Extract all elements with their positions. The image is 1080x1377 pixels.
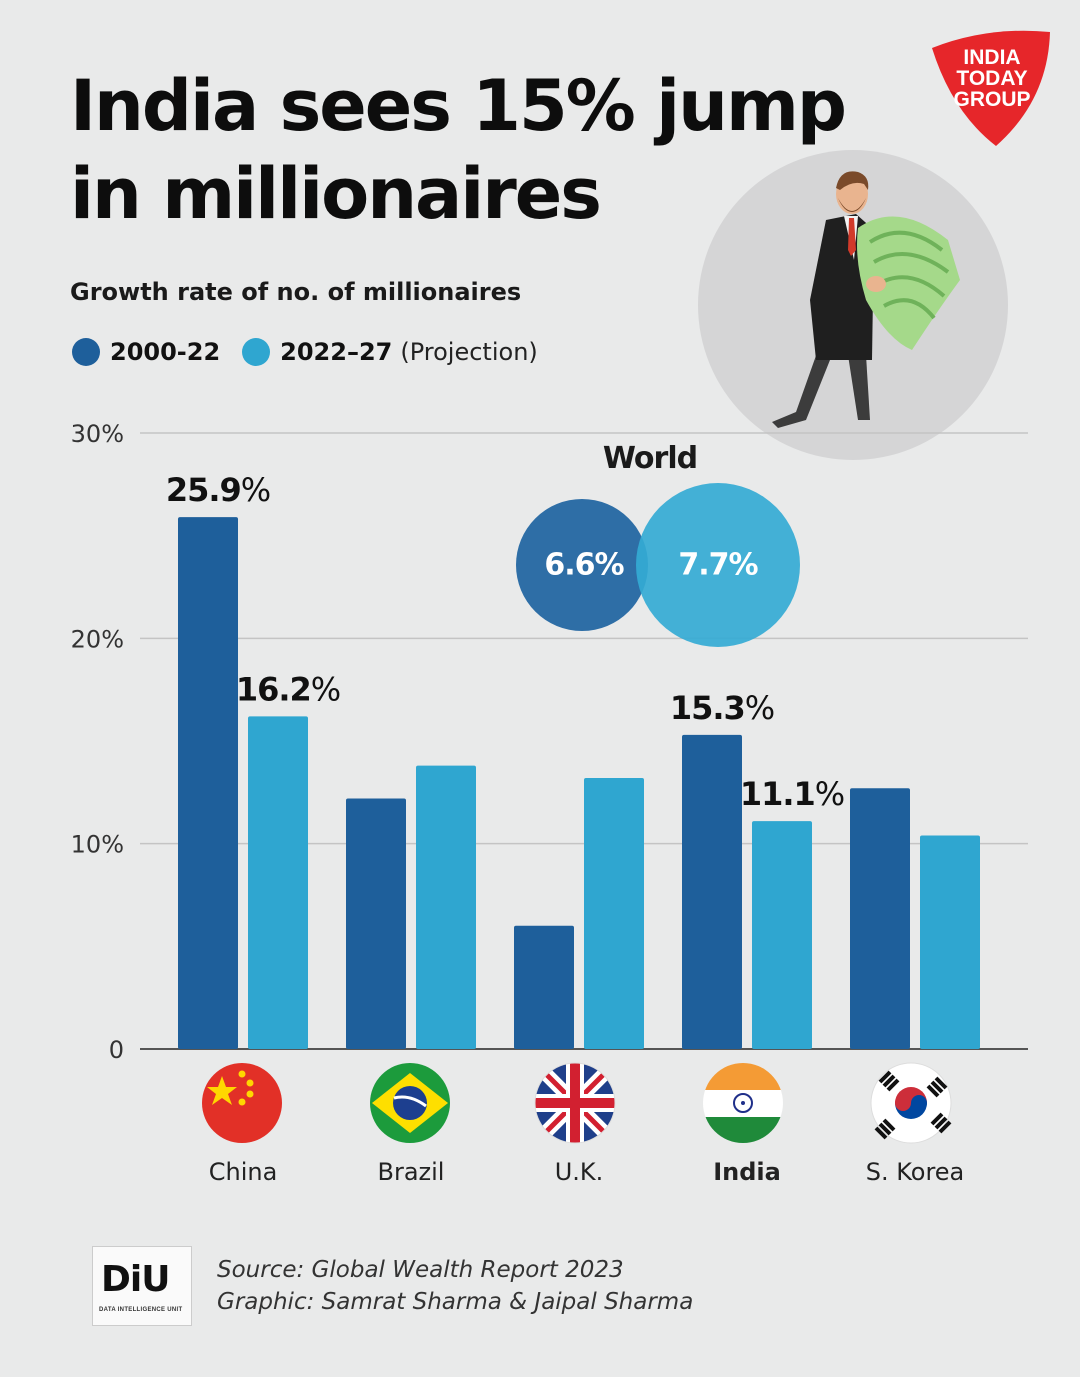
diu-logo-subtext: DATA INTELLIGENCE UNIT	[99, 1307, 183, 1313]
illustration-leg	[772, 350, 830, 428]
bar-china-0	[178, 517, 238, 1049]
uk-flag-icon	[534, 1062, 616, 1144]
legend-label-2000-22: 2000-22	[110, 338, 221, 366]
legend-note-projection: (Projection)	[400, 338, 538, 366]
world-value-2000-22: 6.6%	[544, 548, 624, 583]
bar-india-1	[752, 821, 812, 1049]
bar-india-0	[682, 734, 742, 1049]
chart-subtitle: Growth rate of no. of millionaires	[70, 278, 522, 306]
illustration-hair	[836, 171, 869, 190]
bar-u-k--0	[514, 925, 574, 1049]
illustration-tie	[848, 218, 856, 256]
y-tick-label: 0	[109, 1036, 124, 1064]
legend: 2000-22 2022–27 (Projection)	[72, 338, 560, 366]
source-text: Source: Global Wealth Report 2023	[217, 1257, 624, 1283]
brazil-flag-icon	[370, 1063, 450, 1143]
bar-s-korea-0	[850, 788, 910, 1049]
graphic-credit: Graphic: Samrat Sharma & Jaipal Sharma	[217, 1289, 694, 1315]
world-label: World	[603, 441, 697, 476]
y-tick-label: 30%	[71, 420, 124, 448]
legend-item-2000-22: 2000-22	[72, 338, 220, 366]
x-tick-label: U.K.	[555, 1158, 604, 1186]
legend-label-2022-27: 2022–27	[280, 338, 393, 366]
illustration-money	[857, 216, 960, 350]
bars-layer	[178, 517, 980, 1049]
bar-china-1	[248, 716, 308, 1049]
world-circle-2000-22	[516, 499, 648, 631]
legend-swatch-2000-22	[72, 338, 100, 366]
data-label: 16.2%	[236, 670, 340, 708]
illustration-beard	[838, 198, 866, 212]
bar-brazil-0	[346, 798, 406, 1049]
south-korea-flag-icon	[870, 1062, 952, 1144]
india-flag-icon	[703, 1063, 783, 1143]
data-label: 25.9%	[166, 471, 270, 509]
logo-line-1: INDIA	[963, 46, 1020, 69]
x-tick-label: China	[209, 1158, 278, 1186]
world-circle-2022-27	[636, 483, 800, 647]
x-tick-label: India	[713, 1158, 781, 1186]
illustration-money-lines	[868, 230, 950, 320]
diu-logo-text: DiU	[101, 1259, 170, 1300]
world-venn: World 6.6% 7.7%	[516, 441, 800, 647]
logo-line-3: GROUP	[953, 88, 1030, 111]
logo-shape	[932, 30, 1050, 146]
source-credits: Source: Global Wealth Report 2023 Graphi…	[217, 1254, 693, 1318]
illustration-hand	[866, 276, 886, 292]
india-today-group-logo: INDIA TODAY GROUP	[932, 30, 1050, 146]
bar-s-korea-1	[920, 835, 980, 1049]
china-flag-icon	[202, 1063, 282, 1143]
page-title: India sees 15% jump in millionaires	[70, 65, 847, 235]
flags-layer	[202, 1062, 952, 1144]
labels-layer: China Brazil U.K. India S. Korea 25.9% 16.2% 15…	[166, 471, 964, 1186]
logo-line-2: TODAY	[956, 67, 1027, 90]
illustration-leg	[848, 355, 870, 420]
bar-chart: 0 10% 20% 30% China Brazil U.K. India S. Korea 2…	[71, 420, 1028, 1186]
world-value-2022-27: 7.7%	[678, 548, 758, 583]
y-tick-label: 20%	[71, 625, 124, 653]
data-label: 15.3%	[670, 689, 774, 727]
diu-logo: DiU DATA INTELLIGENCE UNIT	[92, 1246, 192, 1326]
x-tick-label: S. Korea	[866, 1158, 965, 1186]
y-tick-label: 10%	[71, 831, 124, 859]
data-label: 11.1%	[740, 775, 844, 813]
legend-swatch-2022-27	[242, 338, 271, 366]
bar-u-k--1	[584, 777, 644, 1049]
businessman-with-money-illustration	[698, 150, 1008, 460]
x-tick-label: Brazil	[378, 1158, 445, 1186]
bar-brazil-1	[416, 765, 476, 1049]
legend-item-2022-27: 2022–27 (Projection)	[242, 338, 538, 366]
